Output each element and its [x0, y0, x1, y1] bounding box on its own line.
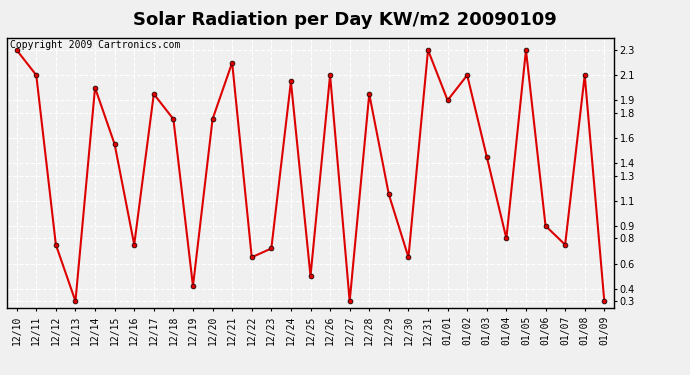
Text: Copyright 2009 Cartronics.com: Copyright 2009 Cartronics.com [10, 40, 180, 50]
Text: Solar Radiation per Day KW/m2 20090109: Solar Radiation per Day KW/m2 20090109 [133, 11, 557, 29]
